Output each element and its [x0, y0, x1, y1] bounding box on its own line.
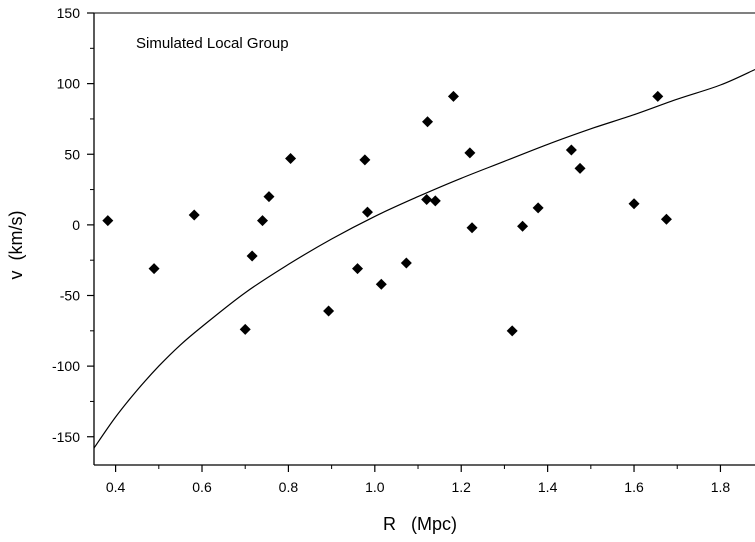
fit-curve — [93, 68, 755, 449]
x-tick-label: 0.4 — [106, 479, 126, 495]
x-tick-label: 1.2 — [451, 479, 471, 495]
y-tick-label: 100 — [57, 76, 81, 92]
data-point-diamond — [359, 154, 371, 166]
data-point-diamond — [466, 222, 478, 234]
data-point-diamond — [660, 213, 672, 225]
x-axis-title: R (Mpc) — [383, 514, 457, 534]
data-point-diamond — [256, 215, 268, 227]
data-point-diamond — [375, 278, 387, 290]
data-point-diamond — [506, 325, 518, 337]
data-point-diamond — [102, 215, 114, 227]
x-tick-label: 1.0 — [365, 479, 385, 495]
y-tick-label: 0 — [72, 217, 80, 233]
y-tick-label: -150 — [52, 429, 80, 445]
data-points-layer — [102, 90, 672, 337]
data-point-diamond — [447, 90, 459, 102]
data-point-diamond — [517, 220, 529, 232]
data-point-diamond — [263, 191, 275, 203]
data-point-diamond — [464, 147, 476, 159]
x-tick-label: 0.8 — [279, 479, 299, 495]
x-axis-ticks: 0.4 0.6 0.8 1.0 1.2 1.4 1.6 1.8 — [106, 465, 731, 495]
x-tick-label: 1.8 — [711, 479, 731, 495]
plot-frame — [93, 12, 755, 466]
chart-annotation: Simulated Local Group — [136, 35, 289, 52]
data-point-diamond — [628, 198, 640, 210]
data-point-diamond — [148, 263, 160, 275]
y-tick-label: -100 — [52, 358, 80, 374]
y-tick-label: -50 — [60, 288, 80, 304]
x-tick-label: 0.6 — [192, 479, 212, 495]
x-tick-label: 1.4 — [538, 479, 558, 495]
data-point-diamond — [422, 116, 434, 128]
data-point-diamond — [532, 202, 544, 214]
data-point-diamond — [352, 263, 364, 275]
y-tick-label: 50 — [64, 146, 80, 162]
y-axis-title: v (km/s) — [6, 211, 26, 280]
data-point-diamond — [429, 195, 441, 207]
x-tick-label: 1.6 — [624, 479, 644, 495]
data-point-diamond — [421, 193, 433, 205]
data-point-diamond — [574, 162, 586, 174]
data-point-diamond — [361, 206, 373, 218]
fit-curve-layer — [93, 68, 755, 449]
data-point-diamond — [565, 144, 577, 156]
data-point-diamond — [188, 209, 200, 221]
data-point-diamond — [239, 323, 251, 335]
y-tick-label: 150 — [57, 5, 81, 21]
data-point-diamond — [652, 90, 664, 102]
data-point-diamond — [323, 305, 335, 317]
y-axis-ticks: -150 -100 -50 0 50 100 150 — [52, 5, 94, 445]
data-point-diamond — [285, 152, 297, 164]
data-point-diamond — [400, 257, 412, 269]
data-point-diamond — [246, 250, 258, 262]
